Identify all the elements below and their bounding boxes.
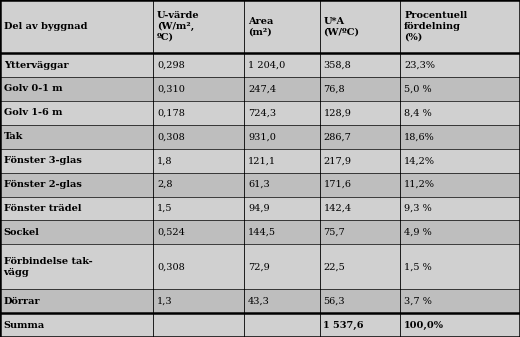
Text: 0,308: 0,308 — [157, 132, 185, 141]
Text: Fönster 3-glas: Fönster 3-glas — [4, 156, 82, 165]
Text: 0,524: 0,524 — [157, 228, 185, 237]
Text: 724,3: 724,3 — [248, 109, 276, 117]
Bar — [0, 244, 520, 289]
Bar — [0, 77, 520, 101]
Text: Golv 1-6 m: Golv 1-6 m — [4, 109, 62, 117]
Text: 22,5: 22,5 — [323, 262, 345, 271]
Text: Summa: Summa — [4, 320, 45, 330]
Bar — [0, 196, 520, 220]
Bar — [0, 173, 520, 196]
Text: Förbindelse tak-
vägg: Förbindelse tak- vägg — [4, 257, 92, 277]
Text: 142,4: 142,4 — [323, 204, 352, 213]
Text: 14,2%: 14,2% — [404, 156, 435, 165]
Text: Ytterväggar: Ytterväggar — [4, 61, 68, 70]
Text: 9,3 %: 9,3 % — [404, 204, 432, 213]
Text: 3,7 %: 3,7 % — [404, 297, 432, 306]
Text: 0,310: 0,310 — [157, 85, 185, 93]
Text: U-värde
(W/m²,
ºC): U-värde (W/m², ºC) — [157, 11, 200, 42]
Bar — [0, 125, 520, 149]
Text: 2,8: 2,8 — [157, 180, 173, 189]
Text: 5,0 %: 5,0 % — [404, 85, 432, 93]
Text: 247,4: 247,4 — [248, 85, 276, 93]
Bar — [0, 220, 520, 244]
Text: 94,9: 94,9 — [248, 204, 270, 213]
Text: Area
(m²): Area (m²) — [248, 17, 274, 36]
Bar — [0, 101, 520, 125]
Text: 128,9: 128,9 — [323, 109, 352, 117]
Text: Sockel: Sockel — [4, 228, 40, 237]
Text: 358,8: 358,8 — [323, 61, 351, 69]
Text: 11,2%: 11,2% — [404, 180, 435, 189]
Text: 1,5 %: 1,5 % — [404, 262, 432, 271]
Text: 75,7: 75,7 — [323, 228, 345, 237]
Text: 931,0: 931,0 — [248, 132, 276, 141]
Text: Tak: Tak — [4, 132, 23, 141]
Bar — [0, 149, 520, 173]
Text: 121,1: 121,1 — [248, 156, 276, 165]
Text: 1,8: 1,8 — [157, 156, 173, 165]
Bar — [0, 313, 520, 337]
Text: Fönster trädel: Fönster trädel — [4, 204, 81, 213]
Text: 1,5: 1,5 — [157, 204, 173, 213]
Text: Dörrar: Dörrar — [4, 297, 40, 306]
Text: 0,178: 0,178 — [157, 109, 185, 117]
Text: 23,3%: 23,3% — [404, 61, 435, 69]
Text: 76,8: 76,8 — [323, 85, 345, 93]
Text: 4,9 %: 4,9 % — [404, 228, 432, 237]
Text: 18,6%: 18,6% — [404, 132, 435, 141]
Text: 61,3: 61,3 — [248, 180, 270, 189]
Text: 286,7: 286,7 — [323, 132, 352, 141]
Text: Fönster 2-glas: Fönster 2-glas — [4, 180, 82, 189]
Text: 72,9: 72,9 — [248, 262, 270, 271]
Text: 0,308: 0,308 — [157, 262, 185, 271]
Text: 217,9: 217,9 — [323, 156, 352, 165]
Bar — [0, 0, 520, 53]
Text: 171,6: 171,6 — [323, 180, 352, 189]
Bar — [0, 289, 520, 313]
Bar — [0, 53, 520, 77]
Text: 1,3: 1,3 — [157, 297, 173, 306]
Text: U*A
(W/ºC): U*A (W/ºC) — [323, 17, 359, 36]
Text: 0,298: 0,298 — [157, 61, 185, 69]
Text: Del av byggnad: Del av byggnad — [4, 22, 87, 31]
Text: 1 204,0: 1 204,0 — [248, 61, 285, 69]
Text: 144,5: 144,5 — [248, 228, 276, 237]
Text: Procentuell
fördelning
(%): Procentuell fördelning (%) — [404, 11, 467, 42]
Text: 43,3: 43,3 — [248, 297, 270, 306]
Text: Golv 0-1 m: Golv 0-1 m — [4, 85, 62, 93]
Text: 8,4 %: 8,4 % — [404, 109, 432, 117]
Text: 100,0%: 100,0% — [404, 320, 444, 330]
Text: 56,3: 56,3 — [323, 297, 345, 306]
Text: 1 537,6: 1 537,6 — [323, 320, 364, 330]
